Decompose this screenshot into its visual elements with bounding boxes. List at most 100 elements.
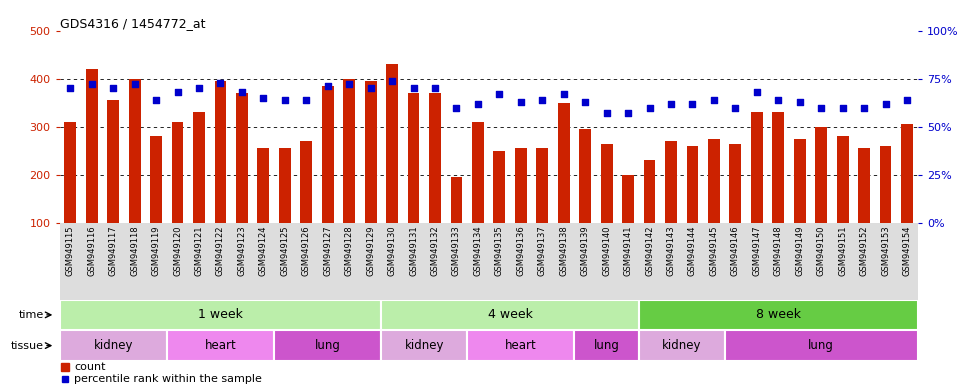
- Text: GSM949119: GSM949119: [152, 225, 160, 276]
- Text: GSM949128: GSM949128: [345, 225, 353, 276]
- Text: GSM949120: GSM949120: [173, 225, 182, 276]
- Point: [771, 97, 786, 103]
- Bar: [901, 124, 913, 271]
- Bar: [751, 112, 763, 271]
- Point: [856, 104, 872, 111]
- Point: [900, 97, 915, 103]
- Text: GSM949149: GSM949149: [795, 225, 804, 276]
- Point: [363, 85, 378, 91]
- Bar: [574, 330, 638, 361]
- Bar: [193, 112, 204, 271]
- Text: kidney: kidney: [404, 339, 444, 352]
- Bar: [64, 122, 76, 271]
- Point: [427, 85, 443, 91]
- Point: [492, 91, 507, 97]
- Bar: [837, 136, 849, 271]
- Bar: [537, 148, 548, 271]
- Point: [406, 85, 421, 91]
- Bar: [708, 139, 720, 271]
- Text: 4 week: 4 week: [488, 308, 533, 321]
- Text: GSM949137: GSM949137: [538, 225, 547, 276]
- Text: GSM949116: GSM949116: [87, 225, 96, 276]
- Text: GSM949140: GSM949140: [602, 225, 612, 276]
- Point: [813, 104, 828, 111]
- Bar: [300, 141, 312, 271]
- Bar: [279, 148, 291, 271]
- Text: GSM949154: GSM949154: [902, 225, 912, 276]
- Bar: [794, 139, 805, 271]
- Bar: [665, 141, 677, 271]
- Text: GSM949132: GSM949132: [430, 225, 440, 276]
- Bar: [468, 330, 574, 361]
- Text: GSM949126: GSM949126: [301, 225, 311, 276]
- Bar: [472, 122, 484, 271]
- Bar: [429, 93, 441, 271]
- Bar: [236, 93, 248, 271]
- Bar: [638, 330, 725, 361]
- Point: [149, 97, 164, 103]
- Bar: [773, 112, 784, 271]
- Bar: [638, 300, 918, 330]
- Point: [384, 78, 399, 84]
- Text: time: time: [19, 310, 44, 320]
- Point: [448, 104, 464, 111]
- Point: [127, 81, 142, 88]
- Text: lung: lung: [808, 339, 834, 352]
- Text: GSM949139: GSM949139: [581, 225, 589, 276]
- Point: [191, 85, 206, 91]
- Text: count: count: [74, 362, 106, 372]
- Point: [299, 97, 314, 103]
- Point: [106, 85, 121, 91]
- Point: [556, 91, 571, 97]
- Point: [835, 104, 851, 111]
- Text: kidney: kidney: [662, 339, 702, 352]
- Text: GSM949143: GSM949143: [666, 225, 676, 276]
- Text: GSM949148: GSM949148: [774, 225, 782, 276]
- Bar: [167, 330, 275, 361]
- Bar: [108, 100, 119, 271]
- Bar: [150, 136, 162, 271]
- Point: [620, 110, 636, 116]
- Bar: [386, 64, 398, 271]
- Bar: [579, 129, 591, 271]
- Point: [470, 101, 486, 107]
- Bar: [365, 81, 376, 271]
- Point: [535, 97, 550, 103]
- Text: GDS4316 / 1454772_at: GDS4316 / 1454772_at: [60, 17, 205, 30]
- Bar: [322, 86, 334, 271]
- Bar: [643, 160, 656, 271]
- Point: [877, 101, 893, 107]
- Bar: [85, 69, 98, 271]
- Text: percentile rank within the sample: percentile rank within the sample: [74, 374, 262, 384]
- Text: heart: heart: [204, 339, 236, 352]
- Bar: [381, 300, 638, 330]
- Text: GSM949152: GSM949152: [859, 225, 869, 276]
- Text: GSM949135: GSM949135: [494, 225, 504, 276]
- Text: GSM949117: GSM949117: [108, 225, 118, 276]
- Point: [213, 79, 228, 86]
- Text: GSM949142: GSM949142: [645, 225, 654, 276]
- Text: 8 week: 8 week: [756, 308, 801, 321]
- Point: [599, 110, 614, 116]
- Bar: [493, 151, 505, 271]
- Text: GSM949133: GSM949133: [452, 225, 461, 276]
- Point: [277, 97, 293, 103]
- Point: [684, 101, 700, 107]
- Point: [320, 83, 335, 89]
- Bar: [622, 175, 634, 271]
- Bar: [725, 330, 918, 361]
- Text: heart: heart: [505, 339, 537, 352]
- Text: GSM949123: GSM949123: [237, 225, 247, 276]
- Text: GSM949145: GSM949145: [709, 225, 718, 276]
- Text: GSM949118: GSM949118: [131, 225, 139, 276]
- Text: GSM949129: GSM949129: [366, 225, 375, 276]
- Text: GSM949147: GSM949147: [753, 225, 761, 276]
- Bar: [344, 79, 355, 271]
- Text: lung: lung: [593, 339, 619, 352]
- Bar: [686, 146, 698, 271]
- Point: [255, 95, 271, 101]
- Point: [663, 101, 679, 107]
- Bar: [408, 93, 420, 271]
- Text: kidney: kidney: [93, 339, 132, 352]
- Text: GSM949115: GSM949115: [65, 225, 75, 276]
